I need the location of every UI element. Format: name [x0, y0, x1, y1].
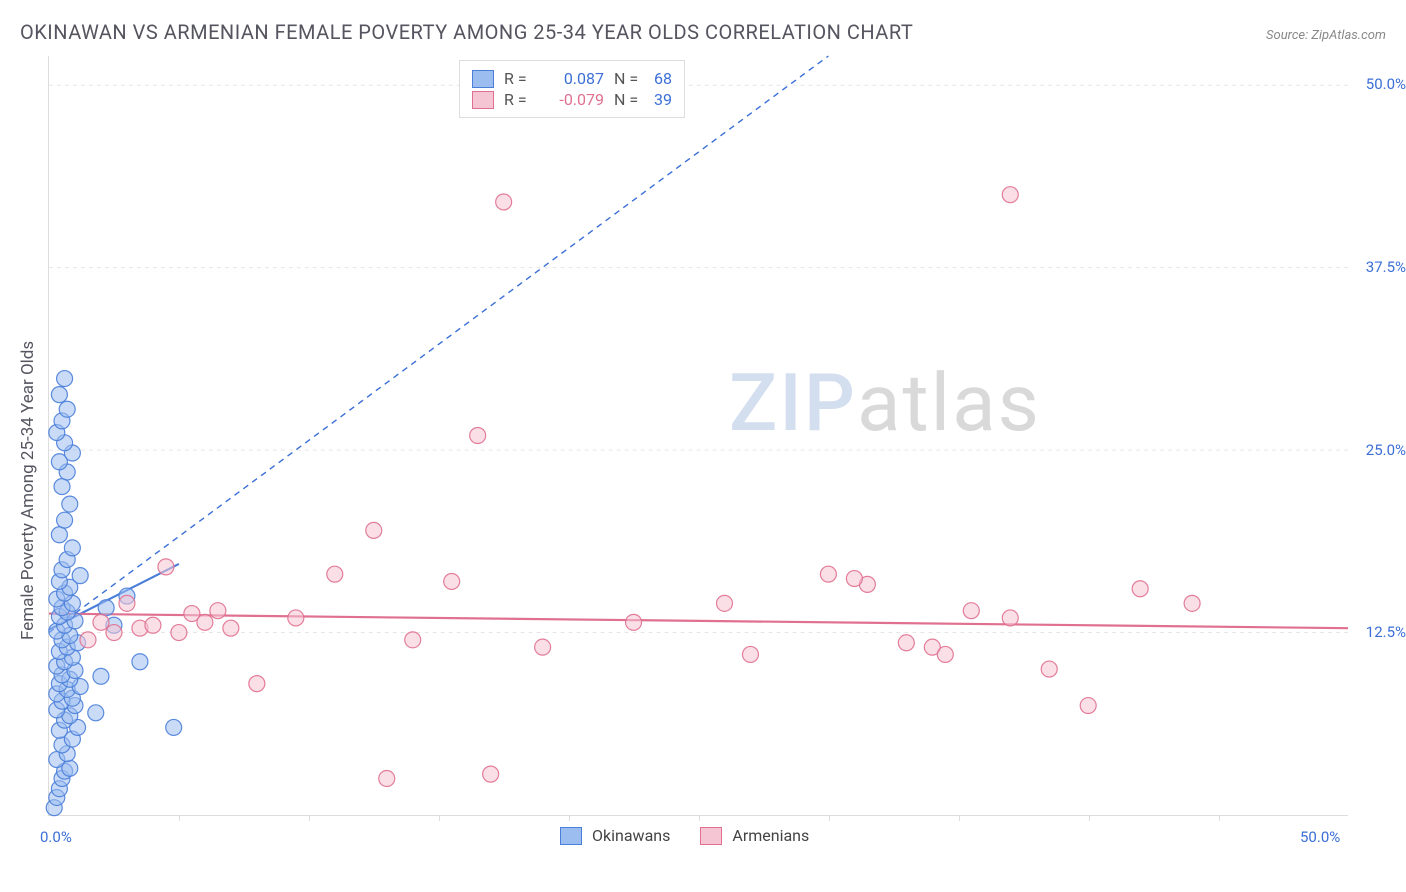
- legend-item: Armenians: [700, 826, 809, 845]
- legend-swatch: [472, 70, 494, 88]
- n-value: 39: [654, 90, 672, 109]
- legend-stats-row: R = -0.079 N = 39: [472, 90, 672, 109]
- y-tick-label: 25.0%: [1366, 441, 1406, 459]
- plot-svg: [49, 56, 1348, 815]
- r-value: -0.079: [544, 90, 604, 109]
- y-axis-title: Female Poverty Among 25-34 Year Olds: [18, 341, 38, 640]
- n-value: 68: [654, 69, 672, 88]
- x-tick: [309, 815, 310, 821]
- chart-title: OKINAWAN VS ARMENIAN FEMALE POVERTY AMON…: [20, 20, 913, 44]
- r-label: R =: [504, 69, 534, 88]
- x-tick: [439, 815, 440, 821]
- x-tick: [829, 815, 830, 821]
- r-value: 0.087: [544, 69, 604, 88]
- x-tick: [959, 815, 960, 821]
- title-bar: OKINAWAN VS ARMENIAN FEMALE POVERTY AMON…: [20, 20, 1386, 44]
- x-tick: [569, 815, 570, 821]
- y-tick-label: 12.5%: [1366, 623, 1406, 641]
- chart-container: OKINAWAN VS ARMENIAN FEMALE POVERTY AMON…: [0, 0, 1406, 892]
- source-label: Source: ZipAtlas.com: [1266, 28, 1386, 43]
- y-tick-label: 50.0%: [1366, 75, 1406, 93]
- x-tick: [1219, 815, 1220, 821]
- legend-swatch: [472, 91, 494, 109]
- legend-swatch: [700, 827, 722, 845]
- x-tick: [179, 815, 180, 821]
- x-max-label: 50.0%: [1300, 828, 1340, 846]
- n-label: N =: [614, 69, 644, 88]
- legend-item: Okinawans: [560, 826, 670, 845]
- legend-label: Armenians: [732, 826, 809, 845]
- x-tick: [699, 815, 700, 821]
- legend-label: Okinawans: [592, 826, 670, 845]
- legend-swatch: [560, 827, 582, 845]
- n-label: N =: [614, 90, 644, 109]
- legend-stats-row: R = 0.087 N = 68: [472, 69, 672, 88]
- r-label: R =: [504, 90, 534, 109]
- x-tick: [1089, 815, 1090, 821]
- legend-bottom: Okinawans Armenians: [560, 826, 809, 845]
- y-tick-label: 37.5%: [1366, 258, 1406, 276]
- legend-stats-box: R = 0.087 N = 68 R = -0.079 N = 39: [459, 60, 685, 118]
- x-min-label: 0.0%: [40, 828, 72, 846]
- plot-area: ZIPatlas 12.5%25.0%37.5%50.0% R =0.087N …: [48, 56, 1348, 816]
